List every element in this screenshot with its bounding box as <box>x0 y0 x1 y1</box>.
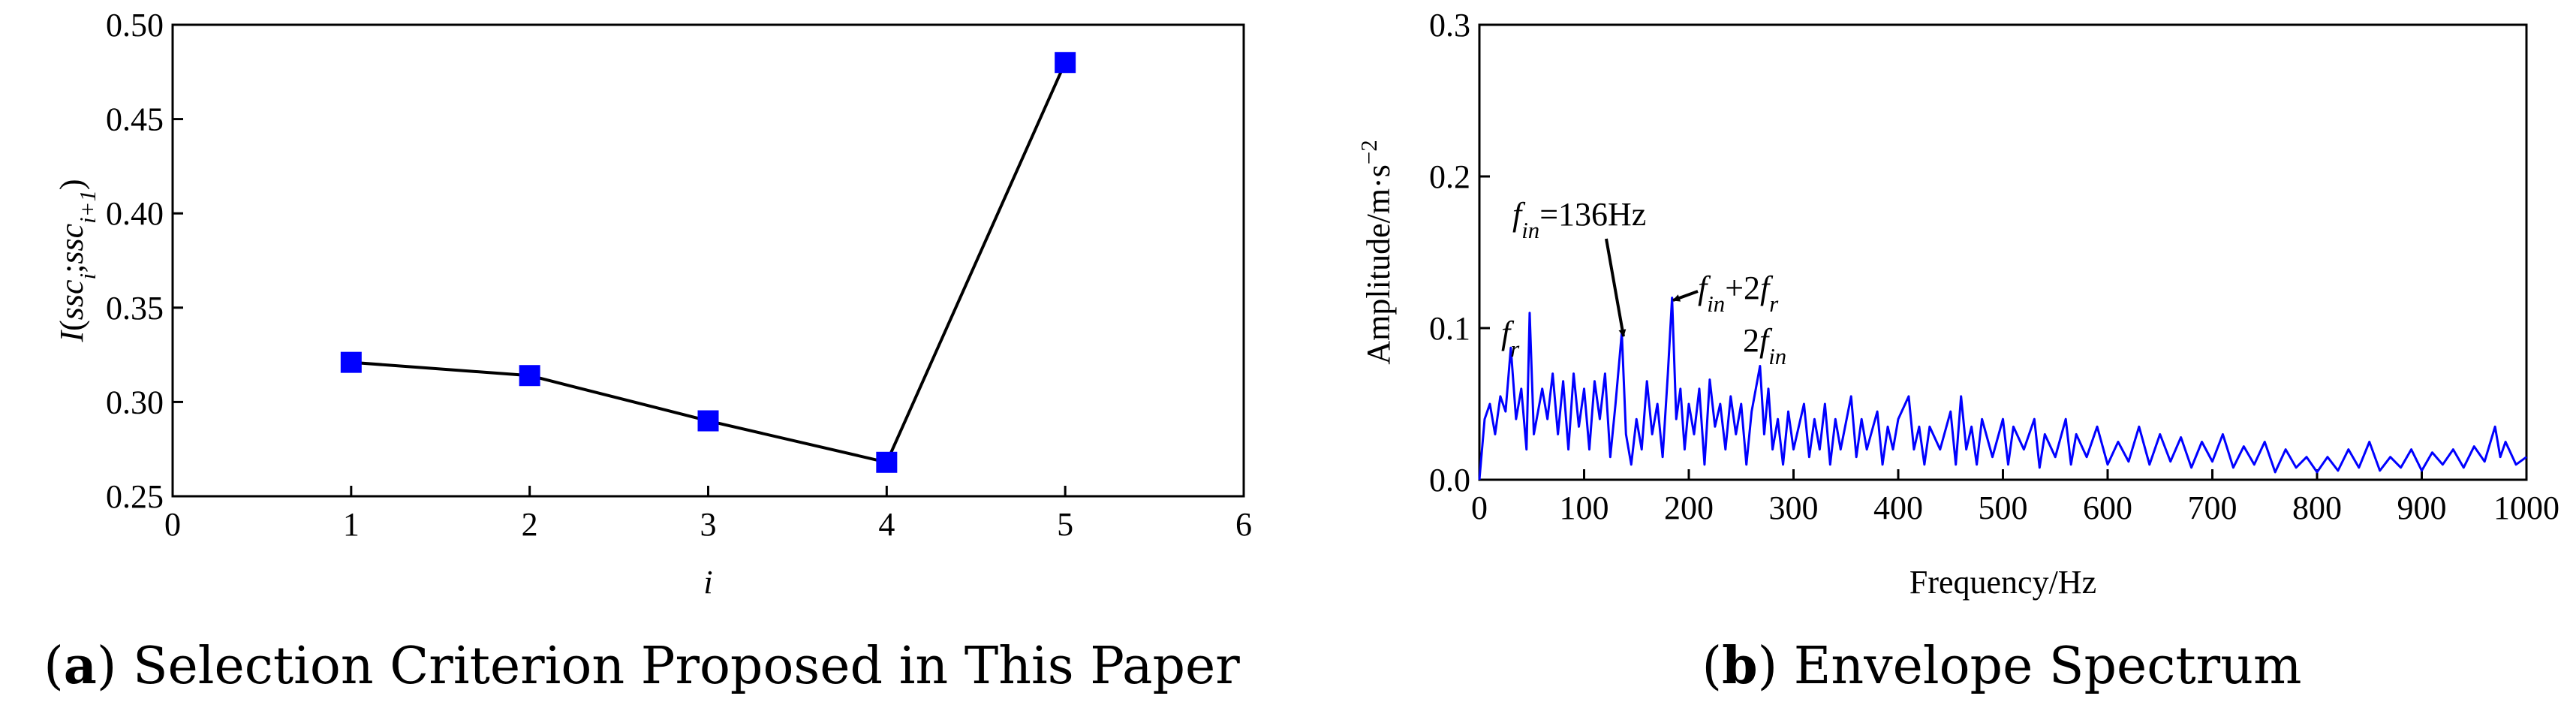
x-tick-label: 4 <box>878 506 895 543</box>
text-part: in <box>1707 291 1725 317</box>
x-tick-label: 400 <box>1873 490 1923 526</box>
arrow <box>1672 290 1699 302</box>
y-tick-label: 0.35 <box>106 290 164 327</box>
x-tick-label: 500 <box>1979 490 2028 526</box>
y-tick-label: 0.30 <box>106 384 164 420</box>
y-tick-label: 0.50 <box>106 7 164 44</box>
caption: (b) Envelope Spectrum <box>1702 636 2302 696</box>
text-part: r <box>1510 336 1520 362</box>
x-tick-label: 300 <box>1769 490 1819 526</box>
x-tick-label: 600 <box>2083 490 2132 526</box>
text-part: i <box>703 564 712 601</box>
text-part: −2 <box>1356 140 1382 164</box>
x-tick-label: 100 <box>1560 490 1609 526</box>
y-tick-label: 0.40 <box>106 195 164 232</box>
text-part: Amplitude/m·s <box>1360 164 1397 364</box>
x-tick-label: 5 <box>1057 506 1073 543</box>
caption: (a) Selection Criterion Proposed in This… <box>44 636 1240 696</box>
text-part: in <box>1521 218 1539 243</box>
annotation: fin=136Hz <box>1512 196 1646 243</box>
x-axis-label: i <box>703 564 712 601</box>
text-part: +2 <box>1725 270 1760 306</box>
marker <box>1055 52 1076 74</box>
series-line <box>1478 297 2527 480</box>
marker <box>876 451 898 473</box>
x-tick-label: 0 <box>1471 490 1488 526</box>
marker <box>519 365 540 387</box>
x-tick-label: 1000 <box>2493 490 2559 526</box>
y-tick-label: 0.1 <box>1429 310 1470 347</box>
x-axis-label: Frequency/Hz <box>1909 564 2096 601</box>
text-part: I <box>53 330 90 343</box>
text-part: ) <box>53 179 90 190</box>
series-line <box>351 62 1067 464</box>
text-part: i <box>75 273 101 280</box>
text-part: Frequency/Hz <box>1909 564 2096 601</box>
text-part: r <box>1769 291 1779 317</box>
text-part: ssc <box>53 223 90 264</box>
y-axis-label: I(ssci;ssci+1) <box>53 179 101 342</box>
x-tick-label: 800 <box>2292 490 2342 526</box>
text-part: a <box>64 636 97 696</box>
text-part: ; <box>53 264 90 273</box>
annotation: fin+2fr <box>1698 270 1779 317</box>
x-tick-label: 0 <box>164 506 181 543</box>
y-tick-label: 0.3 <box>1429 7 1470 44</box>
annotation: 2fin <box>1743 322 1786 369</box>
marker <box>340 351 362 373</box>
y-tick-label: 0.0 <box>1429 462 1470 499</box>
arrow <box>1605 238 1627 337</box>
text-part: ( <box>53 320 90 331</box>
text-part: in <box>1768 344 1786 369</box>
y-tick-label: 0.25 <box>106 478 164 515</box>
y-axis-label: Amplitude/m·s−2 <box>1356 140 1397 364</box>
x-tick-label: 700 <box>2188 490 2237 526</box>
text-part: ( <box>44 637 64 696</box>
x-tick-label: 2 <box>522 506 538 543</box>
text-part: ssc <box>53 279 90 320</box>
plot-frame <box>1478 23 2528 481</box>
text-part: ) Envelope Spectrum <box>1758 637 2302 696</box>
text-part: b <box>1722 636 1758 696</box>
text-part: =136Hz <box>1539 196 1646 233</box>
x-tick-label: 900 <box>2397 490 2447 526</box>
text-part: ( <box>1702 637 1723 696</box>
x-tick-label: 6 <box>1235 506 1252 543</box>
text-part: 2 <box>1743 322 1759 359</box>
marker <box>697 410 719 432</box>
x-tick-label: 1 <box>343 506 360 543</box>
x-tick-label: 200 <box>1664 490 1714 526</box>
y-tick-label: 0.45 <box>106 101 164 138</box>
text-part: ) Selection Criterion Proposed in This P… <box>97 637 1240 696</box>
annotation-arrows <box>1605 238 1699 337</box>
text-part: i+1 <box>75 190 101 224</box>
y-tick-label: 0.2 <box>1429 158 1470 195</box>
x-tick-label: 3 <box>700 506 717 543</box>
annotation: fr <box>1501 315 1520 362</box>
